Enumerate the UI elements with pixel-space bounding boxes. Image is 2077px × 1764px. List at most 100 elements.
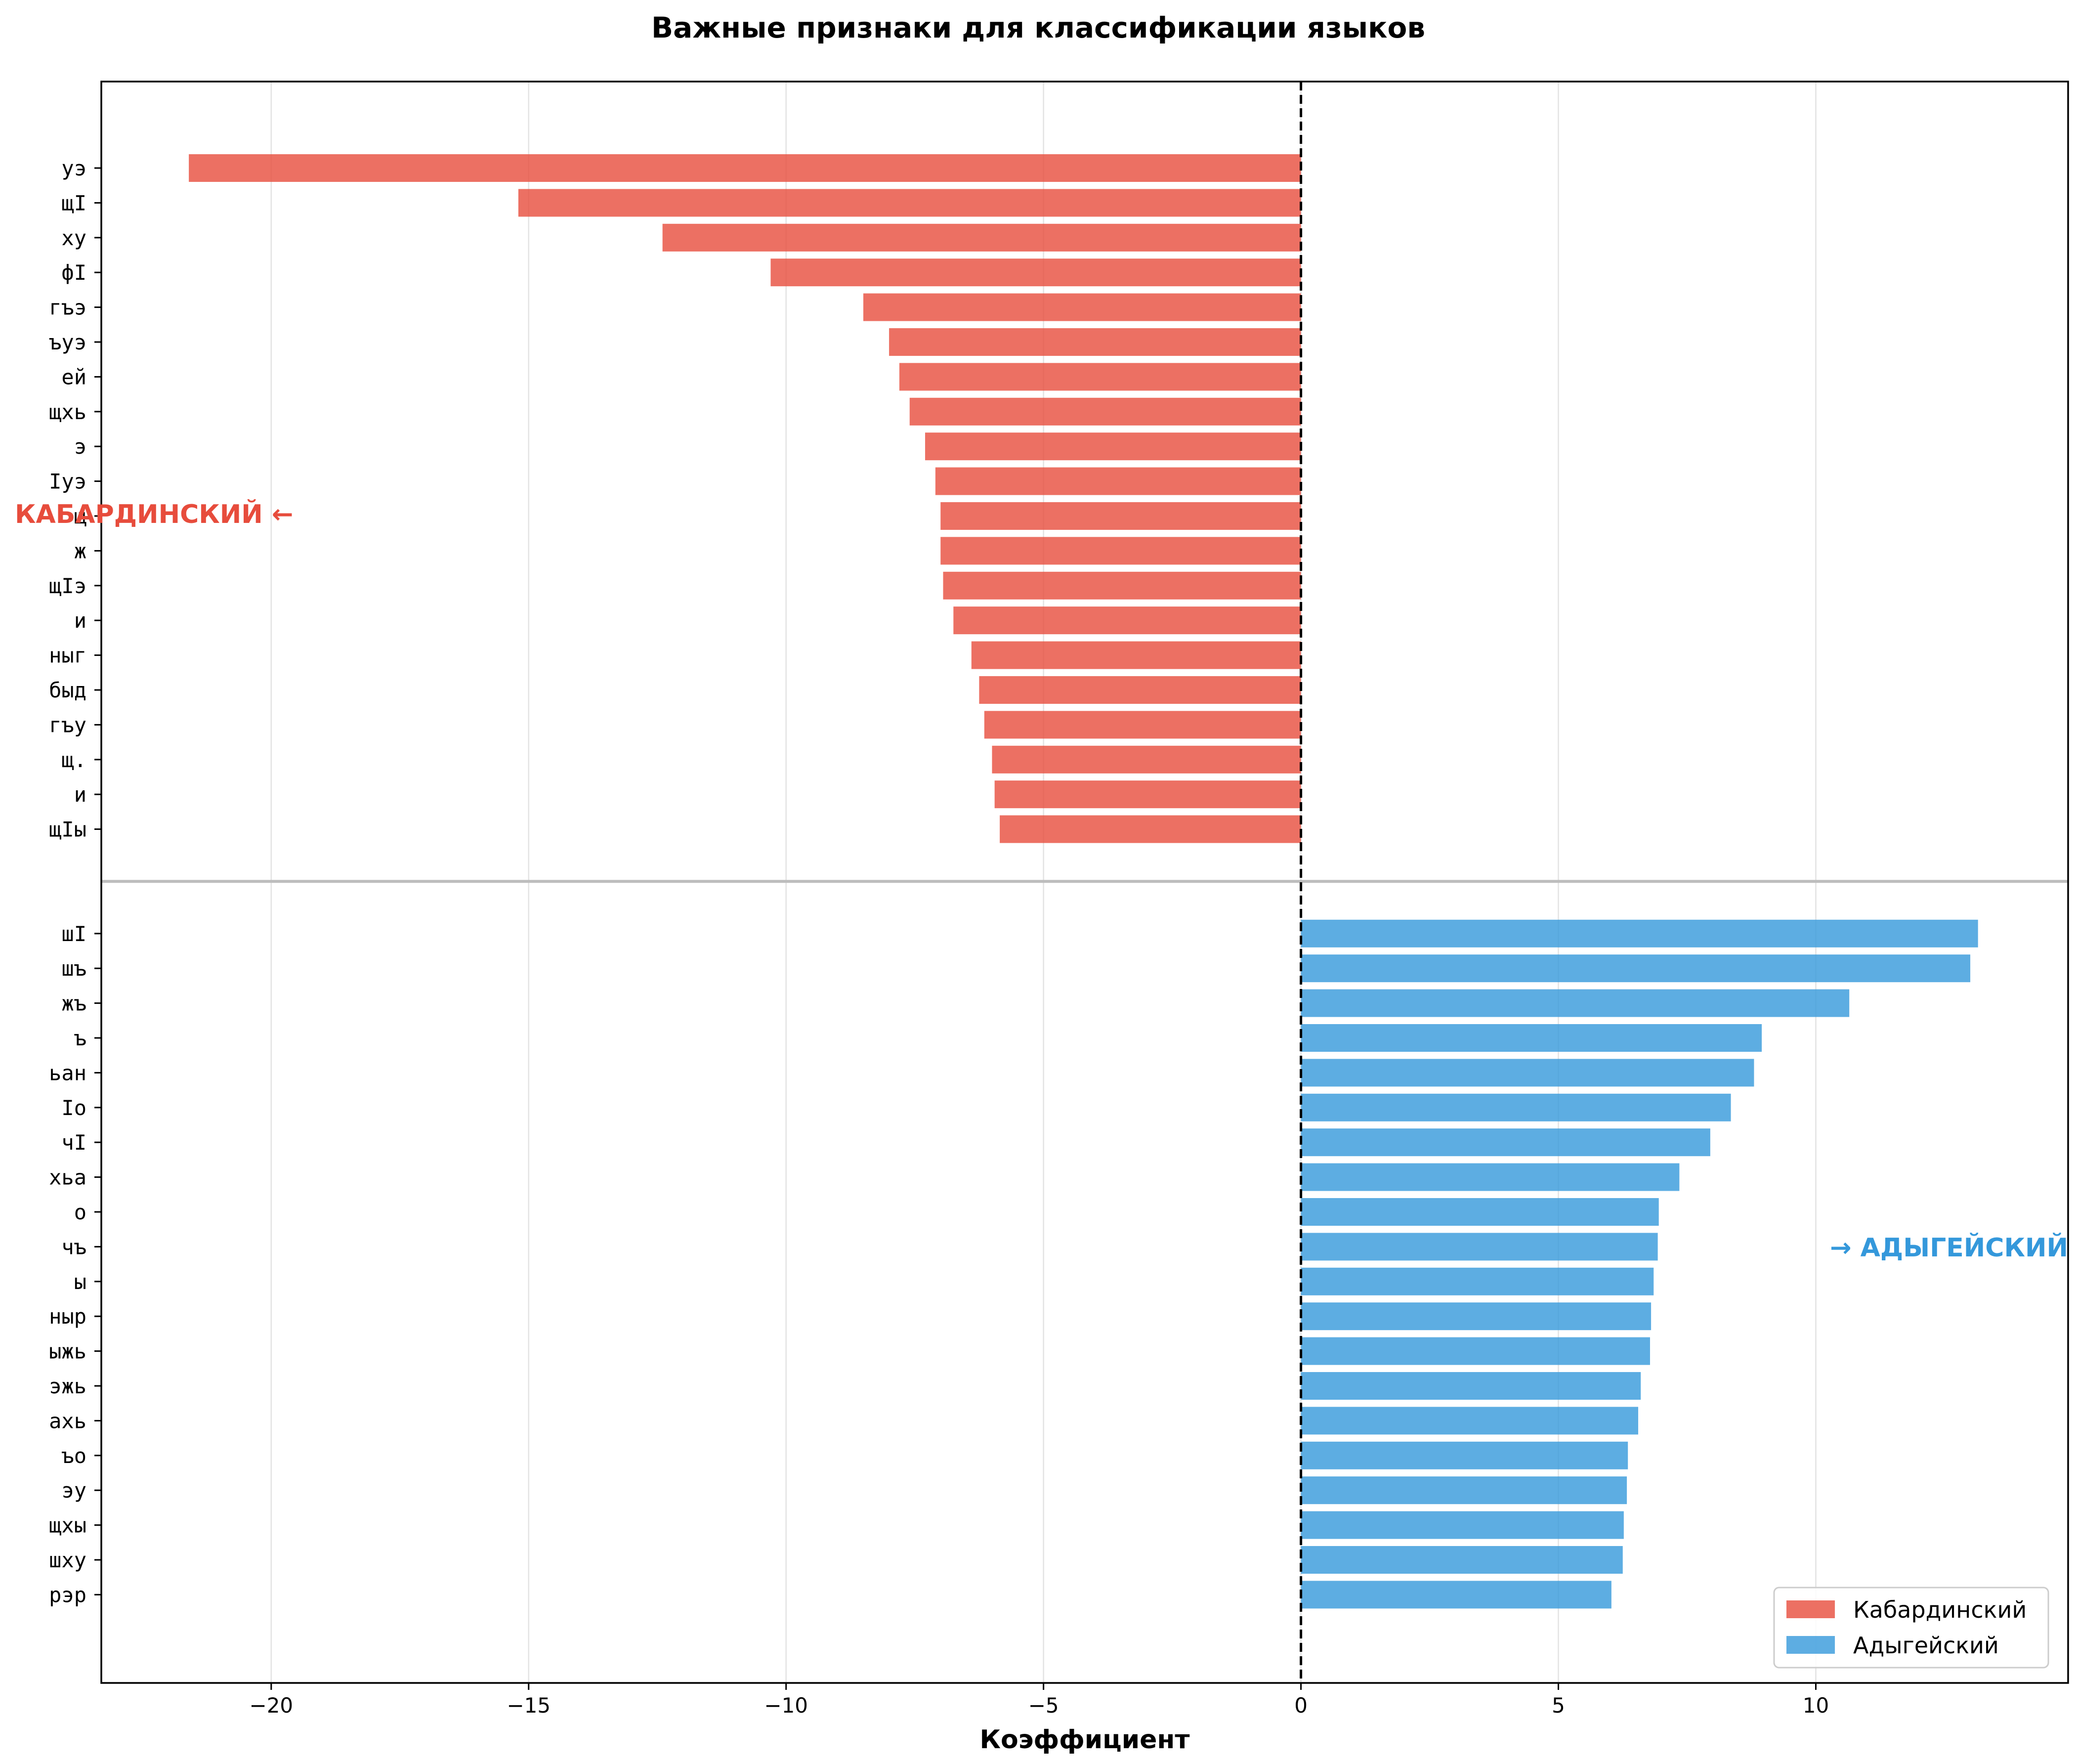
bar-kabardian — [971, 641, 1301, 669]
bar-kabardian — [925, 432, 1301, 461]
bar-adyghe — [1301, 1198, 1659, 1226]
y-tick-label: эу — [61, 1478, 86, 1503]
bar-kabardian — [1000, 815, 1301, 843]
x-axis-label: Коэффициент — [980, 1725, 1190, 1755]
y-tick-label: шху — [49, 1548, 86, 1572]
bar-adyghe — [1301, 1093, 1731, 1121]
y-tick-label: жъ — [61, 991, 86, 1016]
bar-kabardian — [770, 258, 1301, 287]
y-tick-label: щ — [74, 504, 86, 528]
y-axis: уэ щӀ ху фӀ гъэ ъуэ ей щхь э Ӏуэ щж щӀэ и ныг быд гъу щ… — [49, 156, 101, 1607]
bar-adyghe — [1301, 1476, 1627, 1505]
bar-adyghe — [1301, 1407, 1639, 1435]
chart-title: Важные признаки для классификации языков — [651, 11, 1425, 44]
y-tick-label: быд — [49, 678, 86, 702]
bar-kabardian — [889, 328, 1301, 356]
bar-adyghe — [1301, 919, 1978, 947]
bar-adyghe — [1301, 1372, 1641, 1400]
bar-adyghe — [1301, 1441, 1628, 1469]
y-tick-label: гъэ — [49, 296, 86, 320]
y-tick-label: ъуэ — [49, 330, 86, 354]
legend-label-adyghe: Адыгейский — [1853, 1632, 1999, 1659]
x-tick-label: 10 — [1803, 1693, 1829, 1718]
bar-adyghe — [1301, 1233, 1658, 1261]
bar-adyghe — [1301, 1128, 1710, 1157]
bar-kabardian — [935, 467, 1301, 495]
bar-adyghe — [1301, 954, 1971, 983]
y-tick-label: щӀы — [49, 817, 86, 842]
legend-box — [1773, 1587, 2049, 1669]
x-tick-label: −5 — [1028, 1693, 1059, 1718]
x-axis: −20 −15 −10 −5 0 5 10 — [250, 1683, 1829, 1718]
y-tick-label: Ӏуэ — [49, 470, 86, 494]
y-tick-label: фӀ — [61, 260, 86, 285]
bar-adyghe — [1301, 1511, 1624, 1539]
y-tick-label: щ. — [61, 748, 86, 772]
legend-swatch-adyghe — [1786, 1636, 1835, 1654]
y-tick-label: шъ — [61, 956, 86, 981]
bar-kabardian — [940, 502, 1301, 530]
y-tick-label: ей — [61, 365, 86, 389]
y-tick-label: ъ — [74, 1026, 86, 1050]
bar-kabardian — [899, 363, 1301, 391]
y-tick-label: уэ — [61, 156, 86, 180]
y-tick-label: ныг — [49, 644, 86, 668]
bar-kabardian — [943, 571, 1301, 600]
annotation-kabardian: КАБАРДИНСКИЙ ← — [15, 499, 293, 529]
y-tick-label: шӀ — [61, 922, 86, 946]
y-tick-label: Ӏо — [61, 1096, 86, 1120]
bar-kabardian — [909, 397, 1301, 426]
y-tick-label: ъо — [61, 1444, 86, 1468]
bar-adyghe — [1301, 1024, 1762, 1052]
y-tick-label: ныр — [49, 1304, 86, 1329]
y-tick-label: и — [74, 782, 86, 807]
y-tick-label: щхь — [49, 400, 86, 424]
x-tick-label: 0 — [1294, 1693, 1308, 1718]
y-tick-label: щӀэ — [49, 574, 86, 598]
reference-lines — [101, 82, 2068, 1683]
y-tick-label: щхы — [49, 1513, 86, 1538]
bar-adyghe — [1301, 1581, 1611, 1609]
legend-swatch-kabardian — [1786, 1600, 1835, 1618]
bar-kabardian — [863, 293, 1301, 321]
bar-adyghe — [1301, 1059, 1754, 1087]
y-tick-label: ы — [74, 1270, 86, 1294]
plot-frame — [100, 81, 2069, 1684]
bar-kabardian — [994, 780, 1301, 809]
bar-kabardian — [518, 189, 1301, 217]
bar-adyghe — [1301, 1337, 1650, 1365]
bar-adyghe — [1301, 1163, 1680, 1191]
legend: Кабардинский Адыгейский — [1773, 1587, 2049, 1669]
x-tick-label: −10 — [764, 1693, 808, 1718]
y-tick-label: ж — [74, 539, 86, 563]
bar-adyghe — [1301, 989, 1850, 1017]
bar-adyghe — [1301, 1267, 1654, 1295]
bars — [189, 154, 1978, 1609]
y-tick-label: э — [74, 434, 86, 459]
bar-adyghe — [1301, 1302, 1652, 1331]
bar-adyghe — [1301, 1546, 1623, 1574]
y-tick-label: эжь — [49, 1374, 86, 1398]
legend-label-kabardian: Кабардинский — [1853, 1596, 2027, 1623]
x-tick-label: 5 — [1552, 1693, 1565, 1718]
bar-kabardian — [940, 537, 1301, 565]
y-tick-label: и — [74, 608, 86, 633]
bar-kabardian — [984, 711, 1301, 739]
annotation-adyghe: → АДЫГЕЙСКИЙ — [1830, 1233, 2068, 1263]
y-tick-label: гъу — [49, 713, 86, 737]
y-tick-label: рэр — [49, 1583, 86, 1607]
y-tick-label: ьан — [49, 1061, 86, 1085]
x-tick-label: −20 — [250, 1693, 294, 1718]
y-tick-label: хьа — [49, 1165, 86, 1190]
y-tick-label: ху — [61, 226, 86, 250]
bar-kabardian — [189, 154, 1301, 182]
y-tick-label: ыжь — [49, 1339, 86, 1364]
bar-kabardian — [662, 223, 1301, 252]
y-tick-label: ахь — [49, 1409, 86, 1433]
y-tick-label: о — [74, 1200, 86, 1224]
bar-kabardian — [953, 606, 1301, 635]
y-tick-label: чъ — [61, 1235, 86, 1259]
bar-kabardian — [992, 745, 1301, 774]
x-tick-label: −15 — [507, 1693, 551, 1718]
